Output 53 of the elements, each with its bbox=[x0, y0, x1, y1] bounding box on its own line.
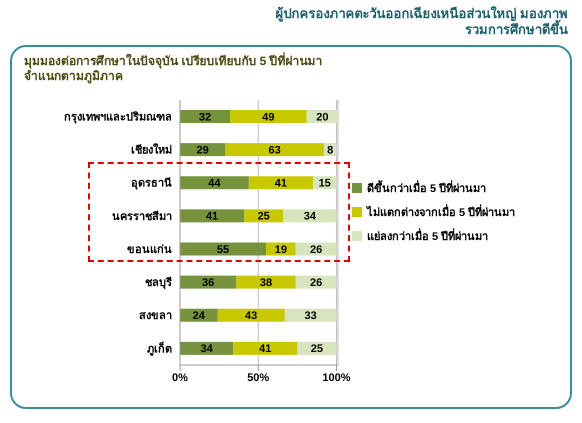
y-tick-label: ภูเก็ต bbox=[147, 341, 172, 356]
data-label: 25 bbox=[258, 210, 270, 223]
y-tick-label: นครราชสีมา bbox=[112, 210, 172, 223]
bar bbox=[236, 276, 296, 289]
data-label: 8 bbox=[327, 144, 334, 156]
legend-label: แย่ลงกว่าเมื่อ 5 ปีที่ผ่านมา bbox=[367, 227, 488, 244]
data-label: 19 bbox=[274, 244, 288, 256]
y-tick-label: อุดรธานี bbox=[131, 176, 172, 191]
data-label: 41 bbox=[206, 210, 218, 223]
y-tick-label: เชียงใหม่ bbox=[131, 142, 172, 157]
bar bbox=[283, 209, 336, 222]
data-label: 25 bbox=[310, 343, 324, 356]
data-label: 26 bbox=[310, 276, 322, 289]
x-tick-label: 0% bbox=[172, 372, 188, 384]
chart-subtitle: มุมมองต่อการศึกษาในปัจจุบัน เปรียบเทียบกับ 5 ปีที่ผ่านมา จำแนกตามภูมิภาค bbox=[24, 54, 324, 84]
bar bbox=[180, 209, 244, 222]
data-label: 41 bbox=[259, 343, 272, 356]
data-label: 33 bbox=[304, 310, 317, 322]
data-label: 29 bbox=[196, 144, 209, 156]
bar bbox=[284, 308, 336, 322]
data-label: 34 bbox=[304, 210, 317, 223]
bar bbox=[180, 242, 266, 256]
data-label: 26 bbox=[310, 244, 322, 256]
bar bbox=[248, 176, 313, 190]
legend-label: ไม่แตกต่างจากเมื่อ 5 ปีที่ผ่านมา bbox=[367, 203, 516, 220]
y-tick-label: ชลบุรี bbox=[145, 276, 172, 290]
y-tick-label: สงขลา bbox=[139, 310, 172, 322]
data-label: 63 bbox=[268, 144, 281, 156]
y-tick-label: ขอนแก่น bbox=[127, 244, 172, 256]
y-tick-label: กรุงเทพฯและปริมณฑล bbox=[64, 110, 172, 124]
data-label: 49 bbox=[262, 111, 275, 124]
legend-label: ดีขึ้นกว่าเมื่อ 5 ปีที่ผ่านมา bbox=[367, 179, 486, 196]
data-label: 24 bbox=[192, 310, 206, 322]
bar bbox=[180, 276, 236, 289]
data-label: 41 bbox=[274, 178, 288, 190]
x-tick-label: 50% bbox=[247, 372, 270, 384]
bar bbox=[225, 143, 324, 156]
data-label: 32 bbox=[198, 111, 212, 124]
data-label: 34 bbox=[200, 343, 214, 356]
data-label: 36 bbox=[202, 276, 214, 289]
text: ผู้ปกครองภาคตะวันออกเฉียงเหนือส่วนใหญ่ มองภาพรวมการศึกษาดีขึ้น bbox=[274, 6, 568, 38]
bar bbox=[218, 308, 285, 322]
data-label: 15 bbox=[318, 178, 331, 190]
data-label: 44 bbox=[208, 178, 222, 190]
data-label: 55 bbox=[216, 244, 230, 256]
bar bbox=[233, 342, 298, 355]
data-label: 38 bbox=[260, 276, 272, 289]
data-label: 43 bbox=[245, 310, 258, 322]
bar bbox=[230, 110, 307, 123]
bar bbox=[180, 342, 234, 355]
bar bbox=[180, 176, 249, 190]
x-tick-label: 100% bbox=[322, 372, 351, 384]
data-label: 20 bbox=[316, 111, 328, 124]
